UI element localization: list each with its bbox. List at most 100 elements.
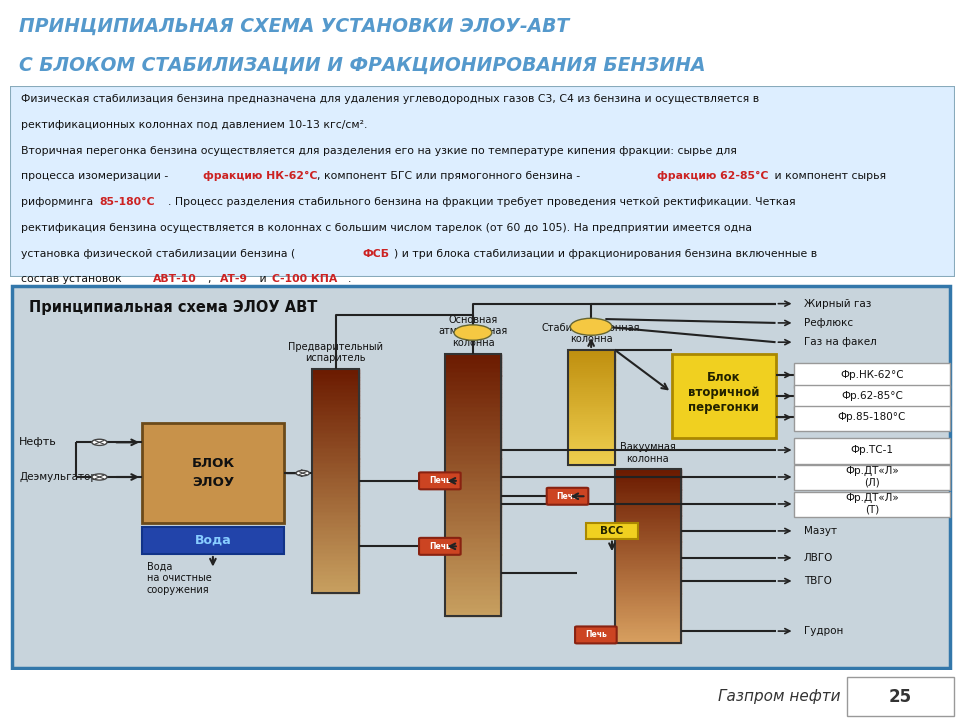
Bar [614, 634, 681, 637]
Bar [567, 435, 614, 436]
FancyBboxPatch shape [672, 354, 776, 438]
Text: Нефть: Нефть [19, 437, 57, 447]
Bar [567, 358, 614, 359]
Bar [444, 397, 501, 402]
Bar [444, 362, 501, 366]
Bar [312, 466, 359, 469]
Text: Вода: Вода [195, 534, 231, 547]
FancyBboxPatch shape [795, 465, 950, 490]
Bar [567, 421, 614, 423]
Bar [567, 354, 614, 356]
Bar [614, 507, 681, 510]
Bar [614, 544, 681, 547]
Bar [567, 352, 614, 354]
Bar [614, 513, 681, 516]
Bar [444, 446, 501, 450]
Bar [614, 478, 681, 481]
Bar [567, 419, 614, 421]
Bar [444, 541, 501, 546]
Bar [444, 533, 501, 537]
Text: Печь: Печь [557, 492, 579, 501]
FancyBboxPatch shape [575, 626, 616, 644]
Bar [614, 516, 681, 518]
Bar [614, 559, 681, 562]
Bar [567, 381, 614, 382]
Bar [312, 369, 359, 373]
Bar [312, 585, 359, 589]
Bar [614, 469, 681, 643]
Bar [444, 546, 501, 550]
Bar [614, 556, 681, 559]
Bar [444, 366, 501, 372]
Bar [567, 448, 614, 450]
Bar [444, 603, 501, 607]
Bar [312, 406, 359, 410]
Bar [444, 506, 501, 511]
Text: Газ на факел: Газ на факел [804, 337, 876, 347]
Bar [444, 550, 501, 554]
Bar [312, 447, 359, 451]
Bar [567, 387, 614, 388]
Bar [567, 405, 614, 408]
Text: Вода
на очистные
сооружения: Вода на очистные сооружения [147, 562, 211, 595]
FancyBboxPatch shape [546, 487, 588, 505]
Bar [614, 518, 681, 521]
Bar [312, 469, 359, 474]
Bar [614, 625, 681, 628]
Bar [567, 382, 614, 384]
Bar [614, 553, 681, 556]
Text: фракцию НК-62°С: фракцию НК-62°С [204, 171, 318, 181]
Bar [567, 388, 614, 390]
Text: ,: , [208, 274, 215, 284]
Text: Фр.ТС-1: Фр.ТС-1 [851, 445, 894, 455]
Bar [312, 529, 359, 533]
Bar [614, 576, 681, 579]
Bar [614, 541, 681, 544]
Text: и: и [256, 274, 271, 284]
FancyBboxPatch shape [420, 538, 461, 555]
Bar [614, 593, 681, 596]
Text: Принципиальная схема ЭЛОУ АВТ: Принципиальная схема ЭЛОУ АВТ [29, 300, 317, 315]
Text: ректификационных колоннах под давлением 10-13 кгс/см².: ректификационных колоннах под давлением … [21, 120, 368, 130]
Bar [312, 380, 359, 384]
Bar [614, 567, 681, 570]
Bar [312, 418, 359, 421]
Bar [312, 373, 359, 377]
Bar [444, 572, 501, 577]
Bar [614, 527, 681, 530]
Text: С БЛОКОМ СТАБИЛИЗАЦИИ И ФРАКЦИОНИРОВАНИЯ БЕНЗИНА: С БЛОКОМ СТАБИЛИЗАЦИИ И ФРАКЦИОНИРОВАНИЯ… [19, 56, 706, 75]
Bar [312, 425, 359, 428]
Text: Физическая стабилизация бензина предназначена для удаления углеводородных газов : Физическая стабилизация бензина предназн… [21, 94, 759, 104]
Bar [444, 524, 501, 528]
Bar [312, 507, 359, 510]
Bar [312, 421, 359, 425]
Bar [614, 596, 681, 599]
Bar [567, 433, 614, 435]
Bar [312, 392, 359, 395]
Bar [614, 504, 681, 507]
Bar [614, 564, 681, 567]
Bar [567, 444, 614, 446]
Bar [312, 503, 359, 507]
FancyBboxPatch shape [587, 523, 638, 539]
Bar [614, 613, 681, 616]
Bar [567, 377, 614, 379]
Bar [312, 567, 359, 570]
Text: Вторичная перегонка бензина осуществляется для разделения его на узкие по темпер: Вторичная перегонка бензина осуществляет… [21, 145, 737, 156]
Bar [567, 413, 614, 415]
Bar [567, 408, 614, 410]
Bar [444, 432, 501, 437]
Bar [312, 387, 359, 392]
FancyBboxPatch shape [10, 86, 955, 277]
Bar [444, 410, 501, 415]
Bar [614, 530, 681, 533]
FancyBboxPatch shape [142, 423, 284, 523]
Bar [312, 485, 359, 488]
Bar [444, 598, 501, 603]
Bar [614, 472, 681, 475]
Bar [567, 427, 614, 429]
FancyBboxPatch shape [420, 472, 461, 490]
Text: 25: 25 [889, 688, 912, 706]
Bar [614, 492, 681, 495]
Bar [444, 585, 501, 590]
